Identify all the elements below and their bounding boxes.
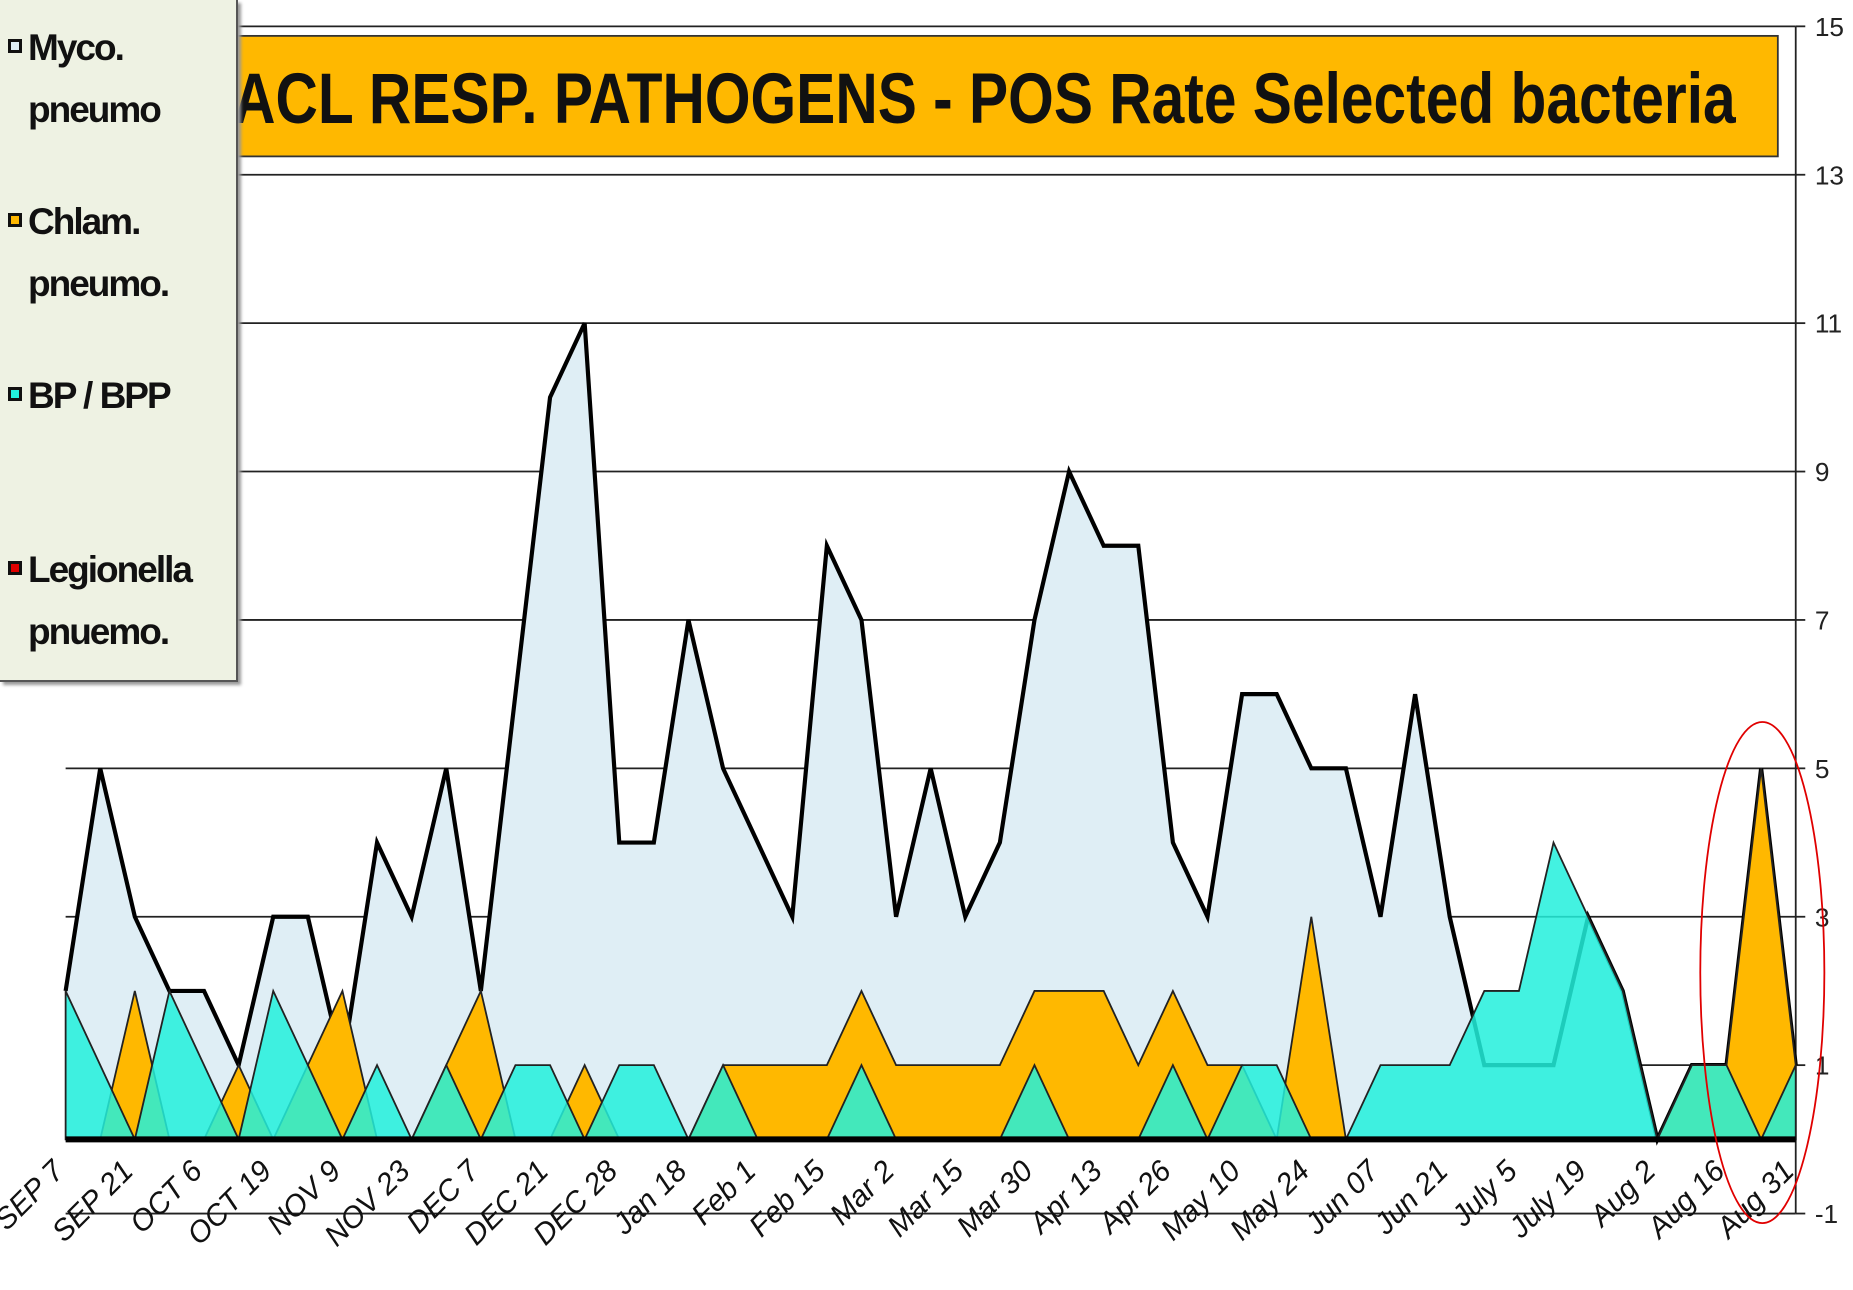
legend-swatch xyxy=(8,561,22,576)
y-tick-label: 13 xyxy=(1815,160,1844,190)
legend-entry: BP / BPP xyxy=(8,365,228,427)
x-tick-label: Mar 15 xyxy=(881,1154,970,1243)
legend-swatch xyxy=(8,212,22,227)
title-box xyxy=(190,34,1779,158)
legend-entry: Legionella pnuemo. xyxy=(8,539,228,663)
x-tick-label: May 24 xyxy=(1224,1154,1316,1246)
x-tick-label: Jan 18 xyxy=(606,1154,694,1242)
legend: Myco. pneumo Chlam. pneumo. BP / BPP Legion… xyxy=(0,0,238,682)
y-tick-label: 11 xyxy=(1815,309,1842,339)
x-tick-label: Jun 21 xyxy=(1367,1154,1454,1241)
legend-swatch xyxy=(8,38,22,53)
legend-label: Chlam. pneumo. xyxy=(28,200,170,304)
y-tick-label: -1 xyxy=(1815,1199,1838,1229)
y-tick-label: 9 xyxy=(1815,457,1830,487)
chart-title: ACL RESP. PATHOGENS - POS Rate Selected … xyxy=(233,58,1736,138)
x-tick-label: Aug 16 xyxy=(1640,1154,1732,1246)
legend-label: Legionella pnuemo. xyxy=(28,549,193,653)
x-tick-label: Feb 15 xyxy=(743,1154,832,1243)
x-tick-label: Mar 30 xyxy=(950,1154,1039,1243)
legend-label: BP / BPP xyxy=(28,375,172,417)
y-tick-label: 7 xyxy=(1815,605,1830,635)
highlight-ellipse xyxy=(1699,721,1826,1224)
y-tick-label: 15 xyxy=(1815,12,1844,42)
legend-label: Myco. pneumo xyxy=(28,26,162,130)
legend-entry: Myco. pneumo xyxy=(8,17,228,141)
x-tick-label: Jun 07 xyxy=(1298,1153,1386,1241)
x-tick-label: July 19 xyxy=(1502,1154,1593,1245)
series-area xyxy=(65,323,1796,1140)
legend-swatch xyxy=(8,387,22,402)
legend-entry: Chlam. pneumo. xyxy=(8,191,228,315)
y-tick-label: 5 xyxy=(1815,754,1830,784)
x-tick-label: Apr 13 xyxy=(1022,1154,1109,1241)
y-tick-label: 1 xyxy=(1815,1051,1830,1081)
